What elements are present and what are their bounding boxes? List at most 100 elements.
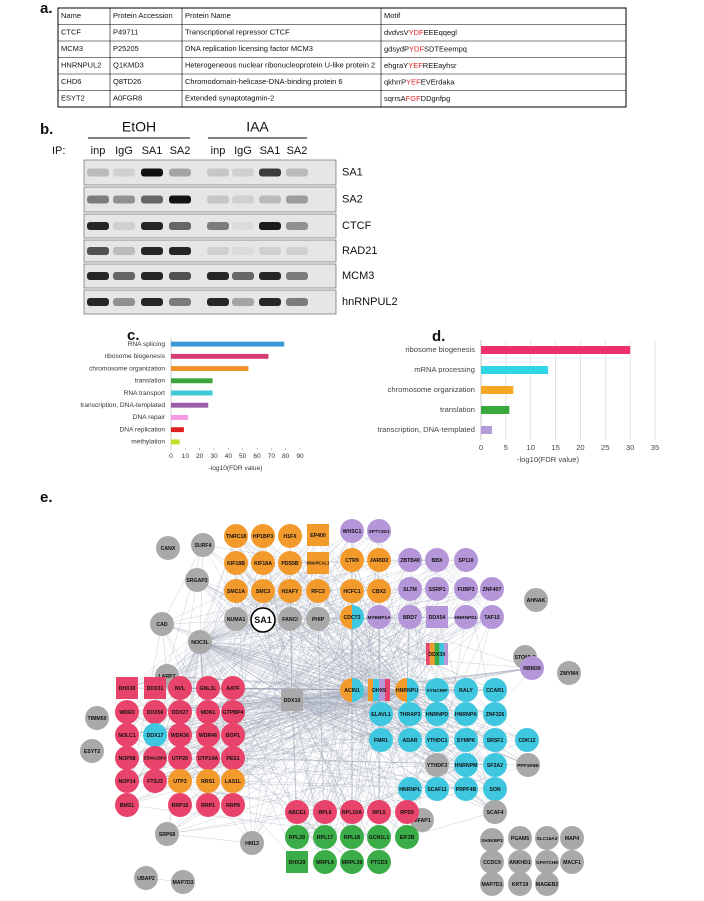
blot-band [286,195,308,204]
network-node: HNRNPL [398,777,422,801]
node-label: RRP9 [226,803,240,809]
blot-band [169,247,191,255]
node-shape [340,579,364,603]
node-label: MFAP1 [413,818,430,824]
motif-core: YEF [408,61,423,70]
blot-row-label: SA1 [342,166,363,178]
network-node: SURF4 [191,533,215,557]
network-node: EP400 [307,524,329,546]
node-label: MDN1 [201,710,216,716]
node-label: HNRNPL [399,787,421,793]
lane-label: IgG [234,145,252,157]
network-edge [351,588,438,592]
node-shape [221,700,245,724]
node-shape [483,777,507,801]
node-label: ANKHD1 [509,860,531,866]
network-edge [199,641,467,790]
node-label: DDX54 [429,615,446,621]
blot-band [87,222,109,230]
x-tick-label: 10 [526,443,534,452]
blot-band [169,222,191,230]
network-edge [296,590,353,813]
node-shape [454,702,478,726]
table-cell: A0FGR8 [113,94,142,103]
node-shape [398,577,422,601]
blot-band [113,272,135,280]
node-shape [221,676,245,700]
motif-before: dvdvsV [384,28,409,37]
network-node: RALY [454,678,478,702]
node-label: RPL29 [289,835,305,841]
network-edge [262,530,353,621]
node-shape [168,723,192,747]
network-node: MAP7D3 [171,870,195,894]
network-edge [378,689,467,790]
network-edge [199,641,298,838]
network-edge [179,618,291,713]
node-shape [483,678,507,702]
network-node: SCAF4 [483,800,507,824]
node-label: CDK12 [518,738,535,744]
lane-label: inp [91,145,106,157]
blot-strip [83,159,337,186]
node-segment [352,678,364,702]
network-node: ACIN1 [340,678,364,702]
node-shape [367,519,391,543]
x-tick-label: 0 [169,453,173,460]
node-label: WDR36 [171,733,189,739]
node-label: DDX27 [172,710,189,716]
network-node: BBX [425,548,449,572]
node-label: NOLC1 [118,733,136,739]
node-label: STOML2 [515,655,536,661]
node-label: SMC3 [256,589,271,595]
node-shape [398,605,422,629]
node-label: RRP1 [201,803,215,809]
motif-before: sqrrsA [384,94,406,103]
node-label: FTSJ3 [147,779,163,785]
node-label: PPP1R9B [517,763,539,768]
node-label: BOP1 [226,733,240,739]
network-node: NOP14 [115,769,139,793]
node-shape [480,828,504,852]
x-tick-label: 40 [225,453,233,460]
node-shape [281,689,303,711]
node-shape [398,777,422,801]
node-shape [143,769,167,793]
node-shape [278,551,302,575]
network-node: MRPL39 [340,850,364,874]
node-shape [425,678,449,702]
network-node: CDC73 [340,605,364,629]
network-node: PRPF4B [454,777,478,801]
node-shape [221,746,245,770]
node-label: TNRC18 [226,534,246,540]
network-edge [351,689,380,813]
node-shape [168,769,192,793]
blot-band [87,195,109,204]
node-label: ADAR [403,738,418,744]
node-shape [221,723,245,747]
node-label: HP1BP3 [253,534,273,540]
node-label: WHSC1 [343,529,362,535]
node-shape [454,728,478,752]
table-cell: ESYT2 [61,94,85,103]
table-cell: Heterogeneous nuclear ribonucleoprotein … [185,61,375,70]
network-edge [199,590,353,643]
bar [171,341,285,347]
x-tick-label: 30 [210,453,218,460]
node-shape [480,850,504,874]
category-label: RNA transport [124,390,166,397]
node-label: ELAVL1 [371,712,391,718]
motif-before: ehgraY [384,61,408,70]
network-edge [291,616,493,701]
motif-core: YEF [406,77,421,86]
x-tick-label: 5 [504,443,508,452]
network-node: SYNCRIP [425,678,449,702]
network-node: NOC3L [188,630,212,654]
node-label: SMARCAL1 [307,561,331,566]
network-edge [232,590,319,736]
network-node: BRD7 [398,605,422,629]
network-edge [291,699,380,813]
node-label: SYNCRIP [427,688,448,693]
category-label: translation [135,378,166,385]
panel-label: a. [40,0,53,17]
